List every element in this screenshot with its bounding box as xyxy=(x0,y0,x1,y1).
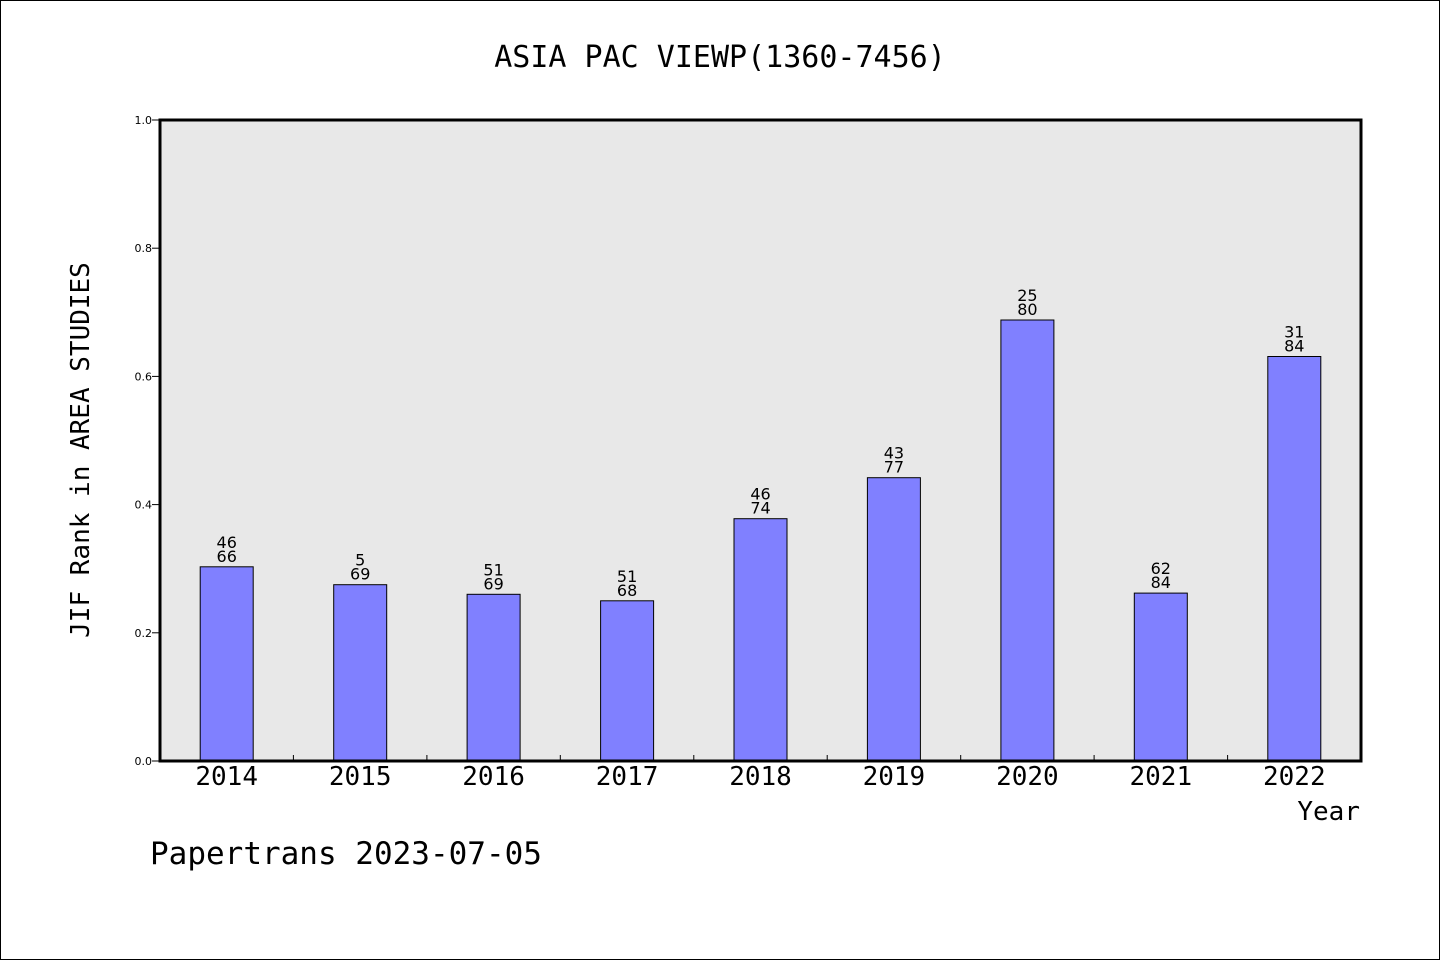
x-axis-label: Year xyxy=(1297,797,1360,827)
rank-label-2015: 5 xyxy=(355,551,365,570)
total-label-2019: 77 xyxy=(884,458,904,477)
bar-2015 xyxy=(333,584,388,762)
bar-2019 xyxy=(866,477,921,762)
y-axis: 0.0 0.2 0.4 0.6 0.8 1.0 xyxy=(135,114,160,768)
y-tick-label: 0.0 xyxy=(135,755,153,768)
x-axis: 2014 2015 2016 2017 2018 2019 2020 2021 2022 xyxy=(195,755,1326,792)
x-tick-label-2018: 2018 xyxy=(729,762,792,792)
total-label-2020: 80 xyxy=(1017,300,1037,319)
bar-2020 xyxy=(1000,319,1055,762)
total-label-2018: 74 xyxy=(750,499,770,518)
y-tick-label: 0.4 xyxy=(135,499,153,512)
rank-label-2017: 51 xyxy=(617,567,637,586)
total-label-2017: 68 xyxy=(617,581,637,600)
rank-label-2019: 43 xyxy=(884,444,904,463)
total-label-2014: 66 xyxy=(217,547,237,566)
y-axis-label: JIF Rank in AREA STUDIES xyxy=(66,262,96,638)
x-tick-label-2015: 2015 xyxy=(329,762,392,792)
x-tick-label-2017: 2017 xyxy=(596,762,659,792)
chart-title: ASIA PAC VIEWP(1360-7456) xyxy=(494,40,946,75)
rank-label-2020: 25 xyxy=(1017,286,1037,305)
rank-label-2021: 62 xyxy=(1151,559,1171,578)
y-tick-label: 0.8 xyxy=(135,242,153,255)
bar-2014 xyxy=(199,566,254,762)
y-tick-label: 0.6 xyxy=(135,370,153,383)
rank-label-2022: 31 xyxy=(1284,323,1304,342)
x-tick-label-2014: 2014 xyxy=(195,762,258,792)
bar-2017 xyxy=(600,600,655,762)
x-tick-label-2016: 2016 xyxy=(462,762,525,792)
bar-2021 xyxy=(1133,592,1188,762)
total-label-2021: 84 xyxy=(1151,573,1171,592)
bars-group xyxy=(199,319,1322,762)
rank-label-2014: 46 xyxy=(217,533,237,552)
bar-2018 xyxy=(733,518,788,762)
x-tick-label-2022: 2022 xyxy=(1263,762,1326,792)
rank-label-2018: 46 xyxy=(750,485,770,504)
y-tick-label: 0.2 xyxy=(135,627,153,640)
total-label-2015: 69 xyxy=(350,565,370,584)
bar-2022 xyxy=(1267,356,1322,762)
total-label-2016: 69 xyxy=(483,574,503,593)
total-label-2022: 84 xyxy=(1284,337,1304,356)
x-tick-label-2021: 2021 xyxy=(1129,762,1192,792)
plot-border xyxy=(158,118,1363,763)
x-tick-label-2020: 2020 xyxy=(996,762,1059,792)
y-tick-label: 1.0 xyxy=(135,114,153,127)
rank-label-2016: 51 xyxy=(483,560,503,579)
footer-note: Papertrans 2023-07-05 xyxy=(150,836,542,872)
x-tick-label-2019: 2019 xyxy=(863,762,926,792)
bar-2016 xyxy=(466,593,521,762)
